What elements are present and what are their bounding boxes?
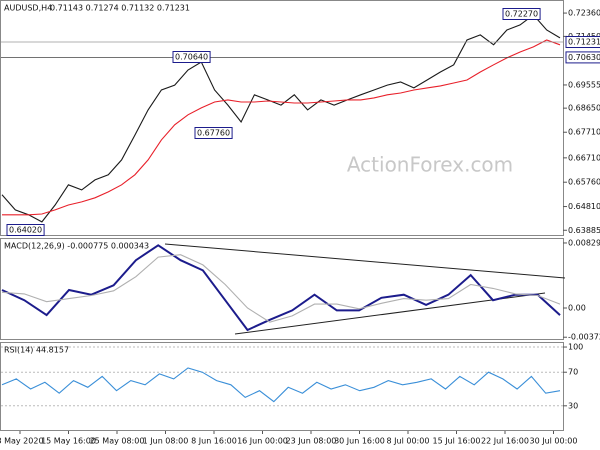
series-line: [1, 367, 561, 403]
series-line: [2, 39, 561, 216]
series-line: [1, 254, 561, 323]
y-tick-label: 0.66710: [568, 153, 600, 162]
price-label-box: [565, 51, 600, 64]
panel-title: AUDUSD,H4: [4, 4, 52, 13]
y-tick-label: 0.67710: [568, 128, 600, 137]
y-tick-label: 70: [568, 368, 578, 377]
annotation-box: [194, 127, 233, 139]
x-tick-label: 30 Jul 00:00: [530, 437, 578, 446]
y-tick-label: 0.65760: [568, 178, 600, 187]
trendline: [164, 243, 566, 279]
annotation-box: [6, 224, 45, 236]
x-tick-label: 30 Jun 16:00: [334, 437, 385, 446]
panel-title: RSI(14) 44.8157: [4, 346, 69, 355]
price-label: 0.71231: [568, 38, 600, 47]
annotation-box: [502, 8, 541, 20]
x-tick-label: 8 May 2020: [0, 437, 44, 446]
annotation-box: [172, 51, 211, 63]
x-tick-label: 23 Jun 08:00: [286, 437, 337, 446]
price-label-box: [565, 36, 600, 49]
x-tick-label: 22 Jul 16:00: [481, 437, 529, 446]
x-tick-label: 1 Jun 08:00: [143, 437, 189, 446]
x-tick-label: 15 Jul 16:00: [433, 437, 481, 446]
y-tick-label: 0.64810: [568, 202, 600, 211]
annotation: 0.64020: [9, 226, 42, 235]
price-panel: [0, 0, 564, 236]
rsi-panel: [0, 342, 564, 431]
watermark: ActionForex.com: [347, 153, 513, 177]
series-line: [1, 14, 561, 223]
panel-subtitle: 0.71143 0.71274 0.71132 0.71231: [50, 4, 190, 13]
annotation: 0.70640: [175, 53, 208, 62]
annotation: 0.72270: [505, 10, 538, 19]
y-tick-label: 30: [568, 401, 578, 410]
price-label: 0.70630: [568, 53, 600, 62]
x-tick-label: 25 May 08:00: [90, 437, 145, 446]
y-tick-label: 0.72360: [568, 9, 600, 18]
y-tick-label: 0.69555: [568, 80, 600, 89]
y-tick-label: 100: [568, 343, 583, 352]
y-tick-label: 0.008296: [568, 238, 600, 247]
panel-title: MACD(12,26,9) -0.000775 0.000343: [4, 242, 149, 251]
x-tick-label: 15 May 16:00: [41, 437, 96, 446]
y-tick-label: 0.68650: [568, 104, 600, 113]
series-line: [1, 244, 561, 332]
y-tick-label: 0.63885: [568, 226, 600, 235]
annotation: 0.67760: [197, 129, 230, 138]
x-tick-label: 8 Jul 00:00: [387, 437, 430, 446]
x-tick-label: 16 Jun 00:00: [237, 437, 288, 446]
x-tick-label: 8 Jun 16:00: [191, 437, 237, 446]
macd-panel: [0, 238, 564, 340]
y-tick-label: 0.00: [568, 304, 586, 313]
y-tick-label: -0.003725: [568, 333, 600, 342]
